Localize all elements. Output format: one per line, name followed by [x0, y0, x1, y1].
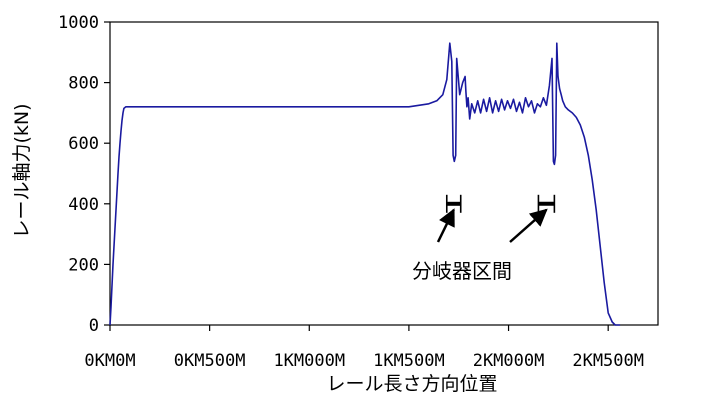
annotation-arrow-left — [436, 208, 455, 243]
x-axis: 0KM0M 0KM500M 1KM000M 1KM500M 2KM000M 2KM500M — [84, 325, 644, 371]
series-line — [109, 42, 621, 326]
y-tick-label: 0 — [89, 316, 99, 336]
y-tick-label: 800 — [68, 74, 99, 94]
x-tick-label: 1KM000M — [273, 351, 345, 371]
plot-frame — [109, 21, 659, 326]
y-tick-label: 600 — [68, 134, 99, 154]
x-tick-label: 2KM500M — [572, 351, 644, 371]
annotation-group — [436, 194, 556, 243]
y-tick-label: 1000 — [58, 13, 99, 33]
annotation-arrow-right — [509, 208, 548, 243]
x-tick-label: 0KM0M — [84, 351, 135, 371]
x-tick-label: 0KM500M — [174, 351, 246, 371]
y-axis: 0 200 400 600 800 1000 — [58, 13, 110, 336]
annotation-label: 分岐器区間 — [412, 259, 512, 283]
plot-area — [109, 21, 659, 326]
y-axis-title: レール軸力(kN) — [11, 103, 33, 238]
x-axis-title: レール長さ方向位置 — [326, 373, 497, 395]
y-tick-label: 200 — [68, 255, 99, 275]
y-tick-label: 400 — [68, 195, 99, 215]
x-tick-label: 2KM000M — [473, 351, 545, 371]
x-tick-label: 1KM500M — [373, 351, 445, 371]
series-group — [109, 42, 621, 326]
